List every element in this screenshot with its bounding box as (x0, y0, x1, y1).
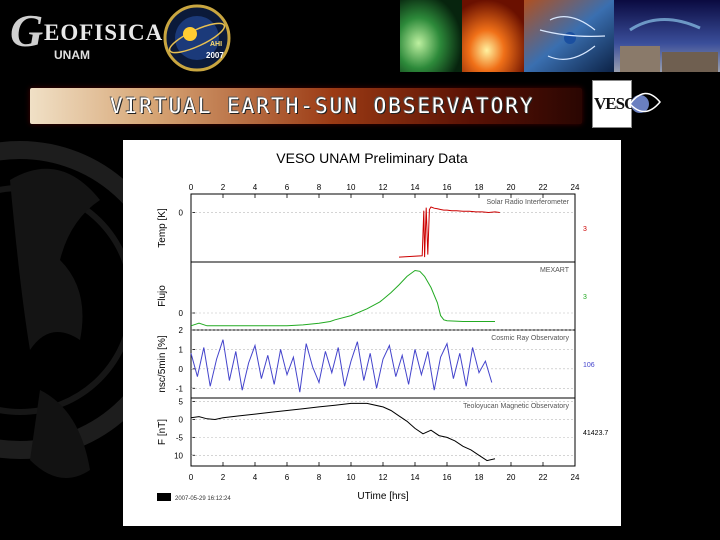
x-tick-label-top: 8 (317, 183, 322, 192)
banner-title: VIRTUAL EARTH-SUN OBSERVATORY (110, 94, 535, 118)
x-tick-label-bottom: 4 (253, 473, 258, 482)
y-axis-label: Flujo (157, 285, 168, 307)
series-label: Cosmic Ray Observatory (491, 335, 569, 342)
multi-panel-chart: 0022446688101012121414161618182020222224… (157, 183, 608, 502)
sun-green-image (400, 0, 462, 72)
series-label: Solar Radio Interferometer (487, 199, 570, 206)
veso-logo-box: VESO (592, 80, 637, 128)
y-tick-label: 2 (179, 326, 184, 335)
y-tick-label: 1 (179, 345, 184, 354)
x-tick-label-bottom: 0 (189, 473, 194, 482)
x-tick-label-top: 6 (285, 183, 290, 192)
logo-text: EOFISICA (44, 20, 164, 45)
series-line (190, 402, 496, 462)
sun-corona-image (462, 0, 524, 72)
y-tick-label: -1 (176, 384, 184, 393)
x-tick-label-top: 18 (475, 183, 484, 192)
right-value-label: 106 (583, 362, 595, 369)
x-tick-label-top: 2 (221, 183, 226, 192)
logo-subtitle: UNAM (54, 48, 90, 62)
y-tick-label: 5 (179, 398, 184, 407)
x-tick-label-bottom: 10 (347, 473, 356, 482)
x-tick-label-top: 24 (571, 183, 580, 192)
x-tick-label-bottom: 18 (475, 473, 484, 482)
y-tick-label: 0 (179, 209, 184, 218)
series-line (190, 339, 493, 393)
right-value-label: 41423.7 (583, 430, 608, 437)
y-tick-label: 0 (179, 415, 184, 424)
series-line (398, 206, 500, 258)
y-axis-label: nsc/5min [%] (157, 335, 168, 392)
unam-seal-watermark (0, 141, 130, 478)
geofisica-logo: G EOFISICA UNAM (10, 5, 162, 63)
x-tick-label-bottom: 20 (507, 473, 516, 482)
right-value-label: 3 (583, 226, 587, 233)
x-tick-label-bottom: 14 (411, 473, 420, 482)
x-tick-label-bottom: 12 (379, 473, 388, 482)
heliophysical-year-badge: AHI 2007 (163, 4, 231, 72)
x-tick-label-top: 20 (507, 183, 516, 192)
series-label: Teoloyucan Magnetic Observatory (463, 403, 569, 410)
veso-logo-text: VESO (594, 94, 637, 113)
series-line (190, 269, 495, 327)
badge-center: AHI (210, 41, 222, 48)
veso-swirl-icon (629, 92, 661, 113)
x-tick-label-bottom: 2 (221, 473, 226, 482)
x-axis-label: UTime [hrs] (357, 491, 409, 502)
x-tick-label-top: 10 (347, 183, 356, 192)
right-value-label: 3 (583, 294, 587, 301)
x-tick-label-top: 0 (189, 183, 194, 192)
footer-badge (157, 493, 171, 501)
x-tick-label-top: 22 (539, 183, 548, 192)
y-axis-label: Temp [K] (157, 208, 168, 248)
x-tick-label-bottom: 8 (317, 473, 322, 482)
badge-year: 2007 (206, 51, 224, 60)
x-tick-label-top: 4 (253, 183, 258, 192)
title-banner: VIRTUAL EARTH-SUN OBSERVATORY (30, 88, 582, 124)
x-tick-label-bottom: 24 (571, 473, 580, 482)
y-tick-label: -5 (176, 433, 184, 442)
chart-title: VESO UNAM Preliminary Data (276, 150, 468, 166)
x-tick-label-top: 14 (411, 183, 420, 192)
y-tick-label: 0 (179, 365, 184, 374)
x-tick-label-top: 16 (443, 183, 452, 192)
y-tick-label: 10 (174, 451, 183, 460)
y-axis-label: F [nT] (157, 419, 168, 445)
chart-panel: VESO UNAM Preliminary Data 0 0 2 2 4 4 6 6 8 8 10 1… (123, 140, 621, 526)
x-tick-label-bottom: 16 (443, 473, 452, 482)
logo-g-mark: G (10, 5, 44, 56)
veso-logo: VESO (592, 80, 664, 130)
footer-date: 2007-05-29 16:12:24 (175, 496, 231, 502)
x-tick-label-top: 12 (379, 183, 388, 192)
y-tick-label: 0 (179, 309, 184, 318)
series-label: MEXART (540, 267, 570, 274)
x-tick-label-bottom: 22 (539, 473, 548, 482)
x-tick-label-bottom: 6 (285, 473, 290, 482)
header-photo-strip (400, 0, 720, 72)
